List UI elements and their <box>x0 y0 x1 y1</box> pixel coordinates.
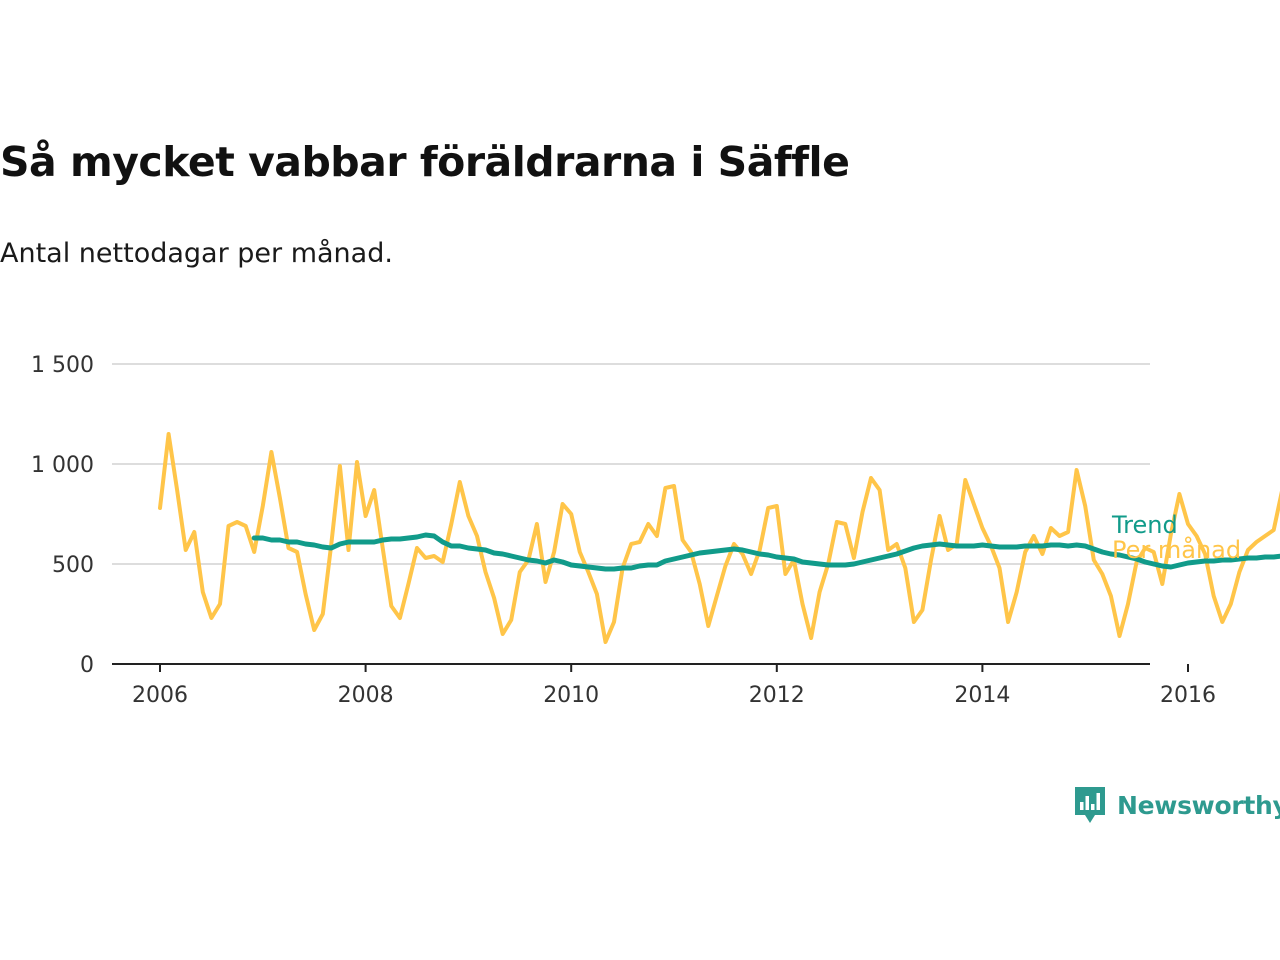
x-tick-label: 2006 <box>132 683 188 708</box>
y-axis-tick-labels: 0 500 1 000 1 500 <box>31 353 94 678</box>
x-tick-label: 2016 <box>1160 683 1216 708</box>
y-tick-label: 1 500 <box>31 353 94 378</box>
series-lines <box>158 432 1280 644</box>
x-axis: 2006200820102012201420162018202020222024 <box>112 663 1216 708</box>
y-tick-label: 500 <box>52 553 94 578</box>
x-tick-label: 2010 <box>543 683 599 708</box>
x-tick-label: 2012 <box>749 683 805 708</box>
gridlines <box>112 363 1150 565</box>
newsworthy-logo-icon <box>1075 787 1105 823</box>
trend-line <box>251 532 1280 572</box>
monthly-line <box>158 432 1280 644</box>
y-tick-label: 0 <box>80 653 94 678</box>
page-title: Så mycket vabbar föräldrarna i Säffle <box>0 138 850 186</box>
trend-label: Trend <box>1111 511 1178 539</box>
monthly-label: Per månad <box>1112 535 1241 564</box>
x-tick-label: 2014 <box>954 683 1010 708</box>
brand-logo: Newsworthy <box>1073 785 1280 825</box>
brand-name: Newsworthy <box>1117 790 1280 820</box>
x-tick-label: 2008 <box>338 683 394 708</box>
y-tick-label: 1 000 <box>31 453 94 478</box>
chart-subtitle: Antal nettodagar per månad. <box>0 238 393 269</box>
